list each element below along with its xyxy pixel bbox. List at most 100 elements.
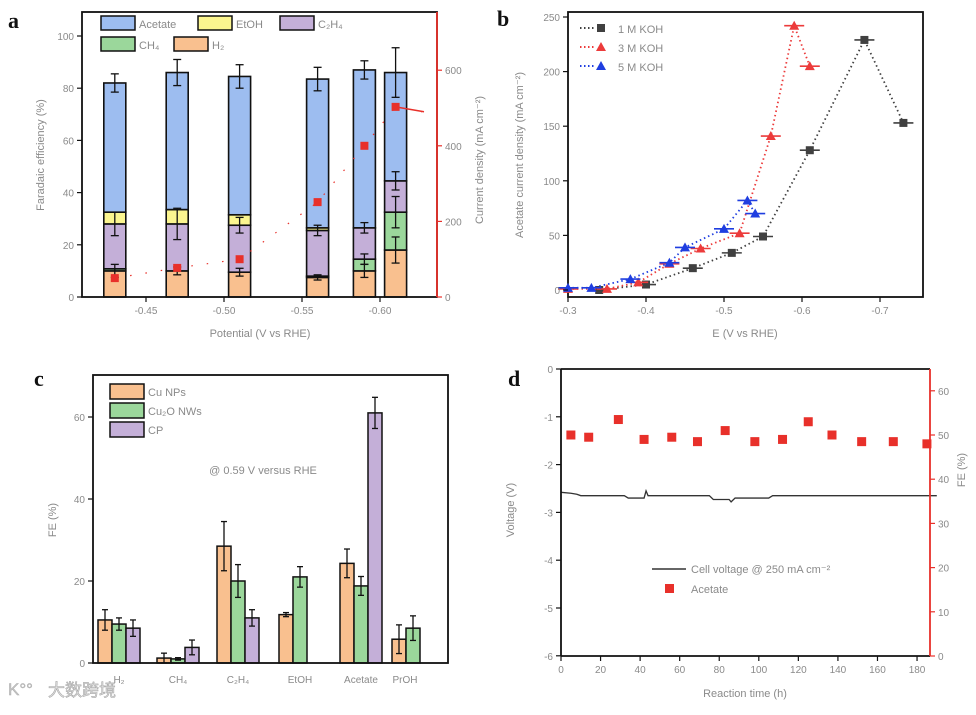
x-tick-label: 0 bbox=[558, 665, 564, 676]
y-tick-label: 40 bbox=[63, 189, 75, 200]
fe-point bbox=[720, 426, 730, 436]
bar-segment-Acetate bbox=[227, 75, 252, 216]
plot-frame bbox=[567, 11, 924, 298]
data-point bbox=[642, 280, 650, 289]
data-point bbox=[734, 228, 745, 238]
x-tick-label: 20 bbox=[595, 665, 607, 676]
data-point bbox=[727, 248, 736, 257]
x-tick-label: PrOH bbox=[393, 675, 418, 686]
y-axis-label: FE (%) bbox=[47, 503, 59, 537]
legend-label: 5 M KOH bbox=[618, 62, 663, 74]
y-tick-label: 0 bbox=[68, 293, 74, 304]
legend-marker bbox=[597, 24, 605, 32]
bar-CP bbox=[367, 412, 383, 664]
data-point bbox=[586, 282, 597, 292]
y2-tick-label: 40 bbox=[938, 475, 950, 486]
legend-label: Acetate bbox=[139, 19, 176, 31]
x-tick-label: H₂ bbox=[113, 675, 124, 686]
data-point bbox=[595, 286, 604, 294]
legend-label: Cell voltage @ 250 mA cm⁻² bbox=[691, 564, 831, 576]
x-tick-label: 100 bbox=[750, 665, 767, 676]
current-density-segment bbox=[395, 106, 425, 113]
panel-label-d: d bbox=[508, 366, 520, 391]
y-tick-label: 0 bbox=[79, 659, 85, 670]
data-point bbox=[765, 131, 776, 141]
fe-point bbox=[888, 437, 898, 447]
y-axis-label: Faradaic efficiency (%) bbox=[35, 99, 47, 211]
y-tick-label: 100 bbox=[57, 32, 74, 43]
y-tick-label: 40 bbox=[74, 495, 86, 506]
data-point bbox=[664, 257, 675, 267]
x-tick-label: 160 bbox=[869, 665, 886, 676]
x-tick-label: CH₄ bbox=[169, 675, 188, 686]
x-tick-label: -0.6 bbox=[793, 306, 811, 317]
legend-marker bbox=[596, 61, 606, 70]
current-density-point bbox=[313, 198, 322, 207]
series-line-2 bbox=[568, 198, 756, 289]
data-point bbox=[688, 264, 697, 273]
data-point bbox=[719, 223, 729, 233]
legend-label: C₂H₄ bbox=[318, 19, 343, 31]
fe-point bbox=[613, 415, 623, 425]
fe-point bbox=[827, 430, 837, 440]
y2-tick-label: 200 bbox=[445, 217, 462, 228]
data-point bbox=[805, 146, 814, 155]
y2-tick-label: 600 bbox=[445, 66, 462, 77]
y2-tick-label: 0 bbox=[938, 652, 944, 663]
legend-label: 3 M KOH bbox=[618, 43, 663, 55]
x-tick-label: Acetate bbox=[344, 675, 378, 686]
watermark-text: 大数跨境 bbox=[48, 681, 116, 700]
data-point bbox=[633, 277, 644, 287]
y-tick-label: 0 bbox=[547, 365, 553, 376]
y2-tick-label: 50 bbox=[938, 431, 950, 442]
data-point bbox=[860, 35, 869, 44]
x-axis-label: Potential (V vs RHE) bbox=[210, 328, 311, 340]
legend-marker bbox=[665, 584, 674, 593]
y2-tick-label: 10 bbox=[938, 608, 950, 619]
legend-label: 1 M KOH bbox=[618, 24, 663, 36]
x-tick-label: -0.50 bbox=[213, 306, 236, 317]
plot-frame bbox=[92, 374, 449, 664]
y2-tick-label: 60 bbox=[938, 387, 950, 398]
y-tick-label: 50 bbox=[549, 231, 561, 242]
legend-swatch bbox=[100, 36, 136, 52]
y-tick-label: 250 bbox=[543, 13, 560, 24]
panel-label-c: c bbox=[34, 366, 44, 391]
legend-swatch bbox=[100, 15, 136, 31]
x-tick-label: 80 bbox=[714, 665, 726, 676]
legend-swatch bbox=[109, 402, 145, 419]
legend-label: Acetate bbox=[691, 584, 728, 596]
y-axis-label: Voltage (V) bbox=[505, 483, 517, 537]
x-tick-label: 140 bbox=[830, 665, 847, 676]
y-tick-label: 80 bbox=[63, 84, 75, 95]
panel-a: 0 20 40 60 80 100 0 200 400 600 -0.45 -0.50 -0.55 -0.… bbox=[35, 11, 486, 340]
y-axis-label: Acetate current density (mA cm⁻²) bbox=[514, 72, 526, 238]
data-point bbox=[742, 195, 753, 205]
data-point bbox=[759, 232, 767, 241]
legend-swatch bbox=[173, 36, 209, 52]
data-point bbox=[602, 283, 612, 293]
panel-label-b: b bbox=[497, 6, 509, 31]
legend-swatch bbox=[279, 15, 315, 31]
current-density-point bbox=[173, 263, 182, 272]
legend-label: CP bbox=[148, 425, 163, 437]
legend-swatch bbox=[109, 383, 145, 400]
fe-point bbox=[922, 439, 932, 449]
y2-tick-label: 30 bbox=[938, 519, 950, 530]
y-tick-label: 60 bbox=[63, 136, 75, 147]
fe-point bbox=[584, 432, 594, 442]
fe-point bbox=[857, 437, 867, 447]
data-point bbox=[804, 61, 815, 71]
x-tick-label: 120 bbox=[790, 665, 807, 676]
data-point bbox=[750, 208, 761, 218]
fe-point bbox=[667, 432, 677, 442]
y-tick-label: -1 bbox=[544, 413, 553, 424]
y-tick-label: 0 bbox=[554, 286, 560, 297]
x-tick-label: C₂H₄ bbox=[227, 675, 249, 686]
bar-segment-C₂H₄ bbox=[305, 229, 330, 277]
x-tick-label: 180 bbox=[909, 665, 926, 676]
y2-axis-label: FE (%) bbox=[956, 453, 968, 487]
x-tick-label: -0.4 bbox=[637, 306, 655, 317]
y2-tick-label: 400 bbox=[445, 142, 462, 153]
